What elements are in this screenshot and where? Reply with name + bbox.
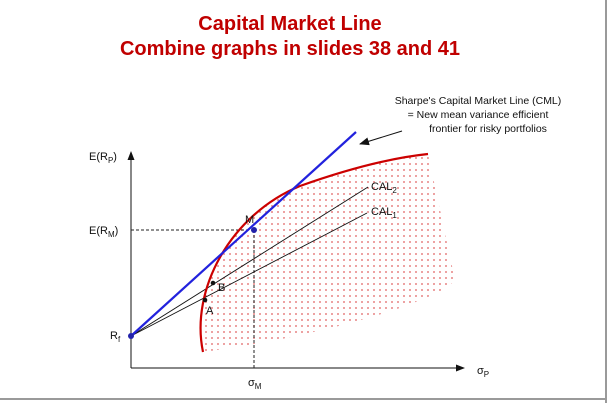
rf-label: Rf [110,330,121,344]
annotation-line-3: frontier for risky portfolios [429,123,547,135]
x-axis-label: σP [477,365,489,379]
annotation-line-1: Sharpe's Capital Market Line (CML) [395,95,562,107]
sigma-m-label: σM [248,377,262,391]
x-axis-arrow [456,364,465,372]
title-line-2: Combine graphs in slides 38 and 41 [119,38,461,60]
a-point [202,297,208,303]
slide-frame-edge-bottom [0,398,607,400]
annotation-line-2: = New mean variance efficient [408,109,549,121]
title-line-1: Capital Market Line [198,13,382,35]
annotation-arrow [359,130,403,146]
cml-line [130,131,357,337]
m-label: M [245,214,254,226]
a-label: A [206,305,214,317]
rf-point [128,333,134,339]
m-point [251,227,257,233]
slide-title: Capital Market Line Combine graphs in sl… [0,12,580,62]
b-label: B [218,282,225,294]
slide-frame-edge-right [605,0,607,403]
feasible-region [200,154,455,352]
erm-label: E(RM) [89,225,118,239]
b-point [210,280,216,286]
cal1-label: CAL1 [371,206,397,220]
y-axis-arrow [127,151,135,160]
cal2-line [130,186,369,337]
cal1-line [130,212,368,337]
cal2-label: CAL2 [371,181,397,195]
y-axis-label: E(RP) [89,151,117,165]
